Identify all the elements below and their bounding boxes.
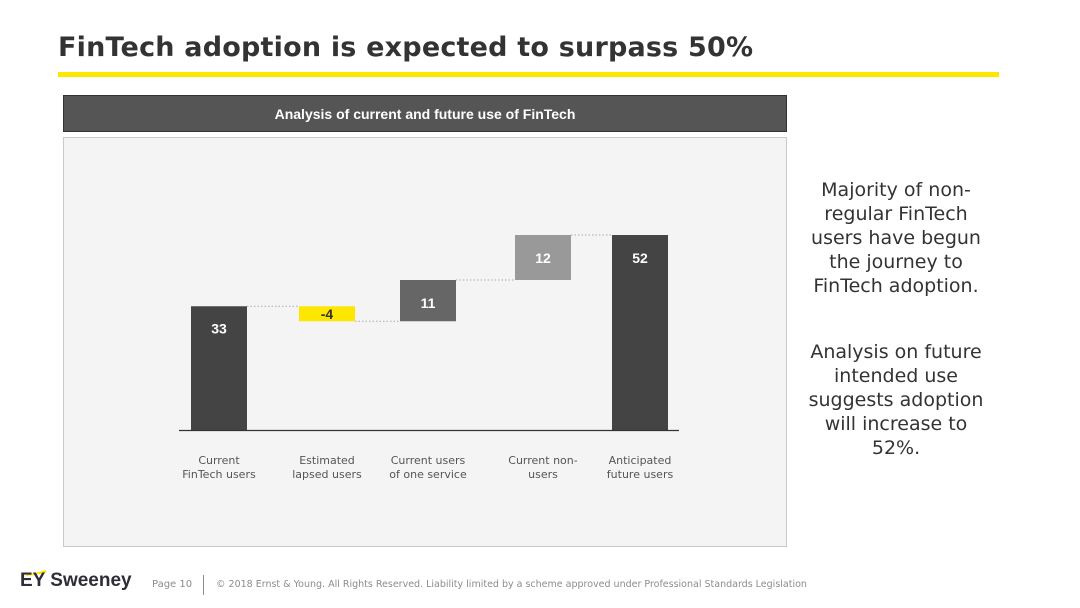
chart-header-text: Analysis of current and future use of Fi… bbox=[274, 105, 576, 122]
category-label: future users bbox=[607, 468, 674, 481]
data-label-2: -4 bbox=[321, 306, 334, 322]
bar-4 bbox=[515, 235, 571, 280]
category-label: Current users bbox=[391, 454, 466, 467]
chart-panel: 33 -4 11 12 52 Current FinTech users Estimated l… bbox=[63, 137, 787, 547]
ey-logo-beam-icon bbox=[20, 562, 46, 577]
page-number: Page 10 bbox=[152, 579, 193, 590]
bar-2 bbox=[299, 306, 355, 322]
data-label-1: 33 bbox=[211, 320, 227, 336]
brand-logo: EY Sweeney bbox=[20, 570, 132, 591]
footer-divider bbox=[203, 575, 204, 595]
bar-3 bbox=[400, 280, 456, 322]
category-label: Anticipated bbox=[609, 454, 672, 467]
slide-title: FinTech adoption is expected to surpass … bbox=[58, 32, 754, 63]
data-label-4: 12 bbox=[535, 250, 551, 266]
title-underline bbox=[58, 72, 999, 77]
category-label: users bbox=[528, 468, 558, 481]
category-label: FinTech users bbox=[182, 468, 256, 481]
bar-1 bbox=[191, 306, 247, 430]
data-label-5: 52 bbox=[632, 250, 648, 266]
chart-header: Analysis of current and future use of Fi… bbox=[63, 95, 787, 132]
copyright-notice: © 2018 Ernst & Young. All Rights Reserve… bbox=[216, 579, 807, 590]
category-label: of one service bbox=[389, 468, 467, 481]
bar-5 bbox=[612, 235, 668, 430]
data-label-3: 11 bbox=[421, 295, 436, 311]
side-text-analysis: Analysis on future intended use suggests… bbox=[808, 341, 984, 459]
category-label: Current bbox=[198, 454, 240, 467]
category-label: lapsed users bbox=[292, 468, 362, 481]
category-label: Estimated bbox=[299, 454, 355, 467]
side-text-majority: Majority of non-regular FinTech users ha… bbox=[811, 179, 981, 297]
category-label: Current non- bbox=[508, 454, 577, 467]
